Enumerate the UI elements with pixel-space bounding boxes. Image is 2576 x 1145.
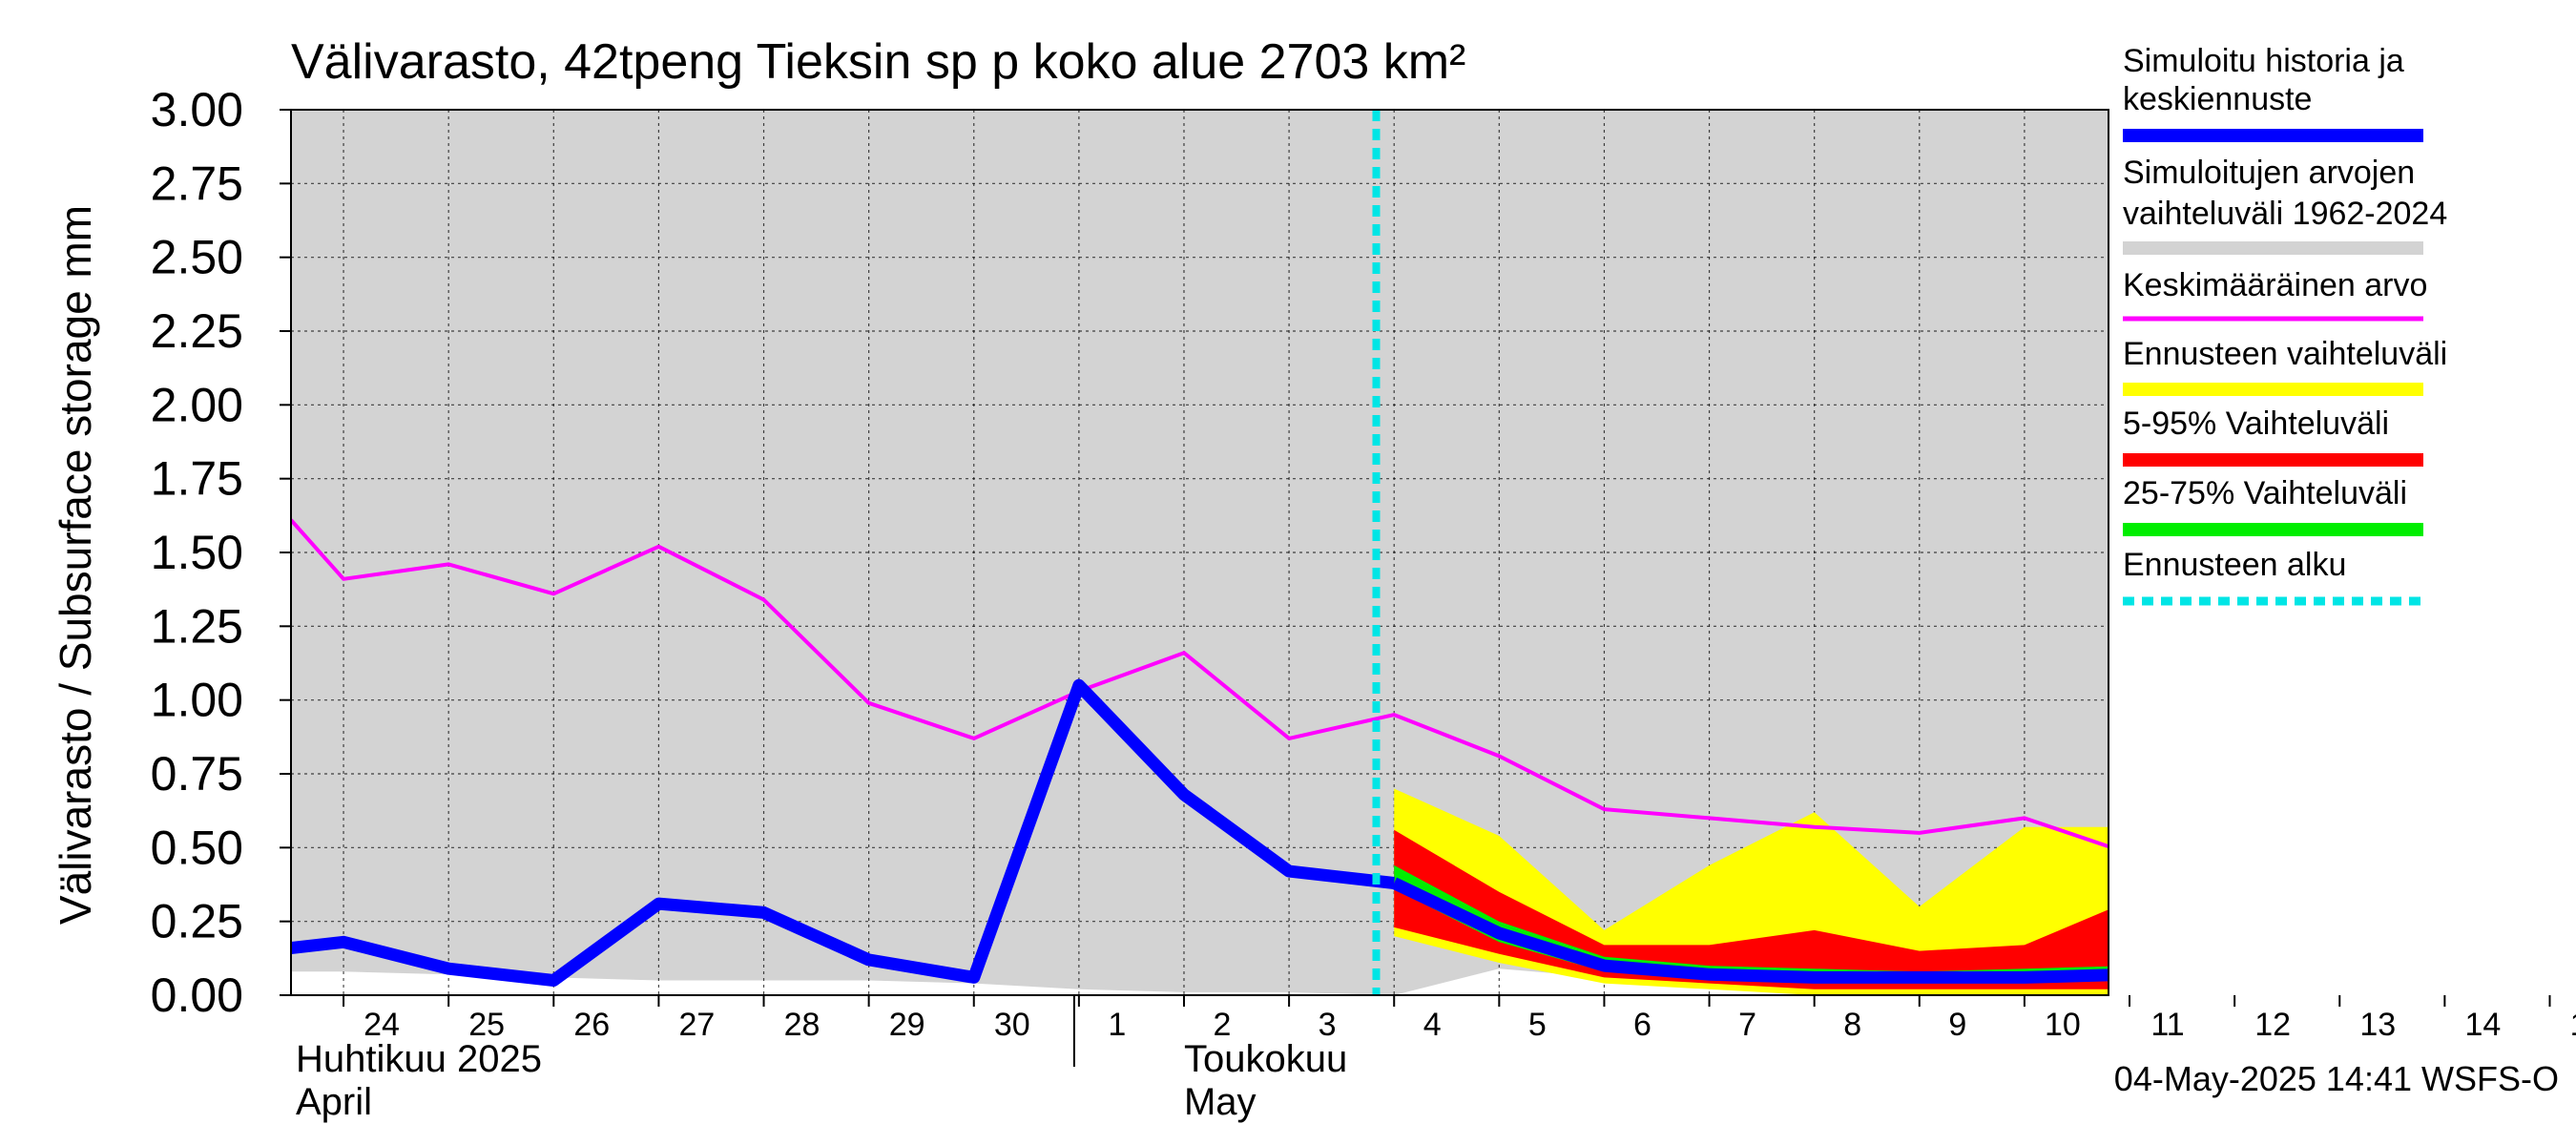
x-tick-label: 3 xyxy=(1319,1007,1337,1043)
y-tick-label: 1.00 xyxy=(151,674,243,727)
month-label-fi: Toukokuu xyxy=(1184,1038,1347,1080)
y-tick-label: 1.25 xyxy=(151,599,243,653)
x-tick-label: 13 xyxy=(2359,1007,2396,1043)
y-tick-label: 1.50 xyxy=(151,526,243,579)
x-tick-label: 25 xyxy=(468,1007,505,1043)
month-label-en: May xyxy=(1184,1081,1257,1123)
x-tick-label: 5 xyxy=(1528,1007,1547,1043)
mean-line xyxy=(291,518,2109,849)
x-tick-label: 7 xyxy=(1738,1007,1756,1043)
forecast-median-line xyxy=(1391,877,2109,984)
x-tick-label: 26 xyxy=(573,1007,610,1043)
x-tick-label: 28 xyxy=(784,1007,821,1043)
x-tick-label: 6 xyxy=(1633,1007,1652,1043)
y-tick-label: 0.50 xyxy=(151,821,243,874)
y-tick-label: 0.00 xyxy=(151,968,243,1022)
month-label-en: April xyxy=(296,1081,372,1123)
x-tick-label: 9 xyxy=(1948,1007,1966,1043)
x-tick-label: 8 xyxy=(1843,1007,1861,1043)
x-tick-label: 27 xyxy=(678,1007,715,1043)
x-tick-label: 29 xyxy=(889,1007,925,1043)
legend-label: Simuloitujen arvojen xyxy=(2123,155,2415,191)
x-tick-label: 12 xyxy=(2254,1007,2291,1043)
y-tick-label: 0.25 xyxy=(151,895,243,948)
hist-range-low-area xyxy=(291,968,2109,995)
legend-label: 5-95% Vaihteluväli xyxy=(2123,406,2389,442)
month-label-fi: Huhtikuu 2025 xyxy=(296,1038,542,1080)
x-tick-label: 2 xyxy=(1214,1007,1232,1043)
legend-label: Keskimääräinen arvo xyxy=(2123,267,2427,303)
y-tick-label: 2.00 xyxy=(151,378,243,431)
legend-label: keskiennuste xyxy=(2123,81,2312,117)
x-tick-label: 4 xyxy=(1423,1007,1442,1043)
x-tick-label: 30 xyxy=(994,1007,1030,1043)
plot-area xyxy=(291,110,2109,995)
y-tick-label: 2.75 xyxy=(151,156,243,210)
x-tick-label: 10 xyxy=(2045,1007,2081,1043)
timestamp: 04-May-2025 14:41 WSFS-O xyxy=(2114,1059,2559,1098)
legend-label: vaihteluväli 1962-2024 xyxy=(2123,196,2447,232)
plot-layers xyxy=(291,110,2109,995)
y-tick-label: 3.00 xyxy=(151,83,243,136)
y-axis-label: Välivarasto / Subsurface storage mm xyxy=(51,205,100,925)
y-tick-label: 1.75 xyxy=(151,452,243,506)
y-tick-label: 0.75 xyxy=(151,747,243,801)
legend-label: Ennusteen vaihteluväli xyxy=(2123,336,2447,372)
x-tick-label: 24 xyxy=(364,1007,400,1043)
chart-title: Välivarasto, 42tpeng Tieksin sp p koko a… xyxy=(291,34,1465,90)
y-tick-label: 2.50 xyxy=(151,231,243,284)
legend-label: Ennusteen alku xyxy=(2123,547,2346,583)
x-tick-label: 1 xyxy=(1108,1007,1126,1043)
x-tick-label: 14 xyxy=(2464,1007,2501,1043)
axes: 0.00 0.25 0.50 0.75 1.00 1.25 1.50 1.75 2.00 2.25… xyxy=(151,83,2576,1123)
history-line xyxy=(291,678,1395,987)
y-tick-label: 2.25 xyxy=(151,304,243,358)
x-tick-label: 15 xyxy=(2570,1007,2576,1043)
x-tick-label: 11 xyxy=(2150,1007,2184,1043)
legend-label: 25-75% Vaihteluväli xyxy=(2123,475,2407,511)
legend-label: Simuloitu historia ja xyxy=(2123,43,2404,79)
